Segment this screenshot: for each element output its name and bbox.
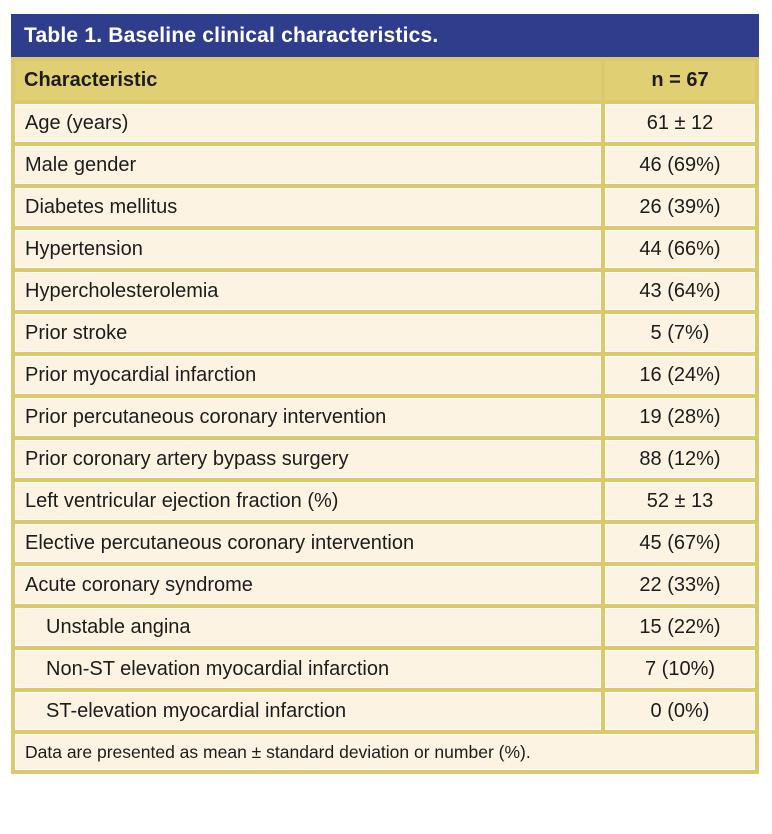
table-row: Age (years) 61 ± 12	[15, 104, 755, 142]
table-row: Prior myocardial infarction 16 (24%)	[15, 356, 755, 394]
row-label: Diabetes mellitus	[15, 188, 601, 226]
row-value: 26 (39%)	[605, 188, 755, 226]
row-label: Hypercholesterolemia	[15, 272, 601, 310]
table-footnote: Data are presented as mean ± standard de…	[15, 734, 755, 770]
row-value: 5 (7%)	[605, 314, 755, 352]
row-value: 7 (10%)	[605, 650, 755, 688]
table-row: Acute coronary syndrome 22 (33%)	[15, 566, 755, 604]
row-label: Hypertension	[15, 230, 601, 268]
row-label: Age (years)	[15, 104, 601, 142]
row-value: 52 ± 13	[605, 482, 755, 520]
table-row: Prior stroke 5 (7%)	[15, 314, 755, 352]
table-row: Unstable angina 15 (22%)	[15, 608, 755, 646]
row-value: 0 (0%)	[605, 692, 755, 730]
row-label: Prior percutaneous coronary intervention	[15, 398, 601, 436]
row-label: Prior coronary artery bypass surgery	[15, 440, 601, 478]
row-value: 61 ± 12	[605, 104, 755, 142]
table-header-row: Characteristic n = 67	[15, 61, 755, 100]
row-value: 45 (67%)	[605, 524, 755, 562]
row-label: Prior myocardial infarction	[15, 356, 601, 394]
table-row: Non-ST elevation myocardial infarction 7…	[15, 650, 755, 688]
row-label: Prior stroke	[15, 314, 601, 352]
table-row: Prior percutaneous coronary intervention…	[15, 398, 755, 436]
column-header-characteristic: Characteristic	[15, 61, 601, 100]
row-value: 44 (66%)	[605, 230, 755, 268]
table-footnote-row: Data are presented as mean ± standard de…	[15, 734, 755, 770]
row-label-indented: Unstable angina	[15, 608, 601, 646]
row-value: 16 (24%)	[605, 356, 755, 394]
row-value: 43 (64%)	[605, 272, 755, 310]
row-value: 19 (28%)	[605, 398, 755, 436]
row-label-indented: ST-elevation myocardial infarction	[15, 692, 601, 730]
table-row: Diabetes mellitus 26 (39%)	[15, 188, 755, 226]
table-row: Hypertension 44 (66%)	[15, 230, 755, 268]
row-value: 15 (22%)	[605, 608, 755, 646]
row-label: Acute coronary syndrome	[15, 566, 601, 604]
table-row: Left ventricular ejection fraction (%) 5…	[15, 482, 755, 520]
table-row: ST-elevation myocardial infarction 0 (0%…	[15, 692, 755, 730]
table-row: Male gender 46 (69%)	[15, 146, 755, 184]
row-value: 46 (69%)	[605, 146, 755, 184]
table-row: Elective percutaneous coronary intervent…	[15, 524, 755, 562]
row-label: Male gender	[15, 146, 601, 184]
table-title: Table 1. Baseline clinical characteristi…	[24, 23, 439, 47]
row-label: Left ventricular ejection fraction (%)	[15, 482, 601, 520]
baseline-characteristics-table: Table 1. Baseline clinical characteristi…	[11, 14, 759, 774]
table-row: Hypercholesterolemia 43 (64%)	[15, 272, 755, 310]
row-label-indented: Non-ST elevation myocardial infarction	[15, 650, 601, 688]
table-title-bar: Table 1. Baseline clinical characteristi…	[11, 14, 759, 57]
characteristics-table: Characteristic n = 67 Age (years) 61 ± 1…	[11, 57, 759, 774]
row-label: Elective percutaneous coronary intervent…	[15, 524, 601, 562]
table-row: Prior coronary artery bypass surgery 88 …	[15, 440, 755, 478]
row-value: 22 (33%)	[605, 566, 755, 604]
column-header-n: n = 67	[605, 61, 755, 100]
row-value: 88 (12%)	[605, 440, 755, 478]
